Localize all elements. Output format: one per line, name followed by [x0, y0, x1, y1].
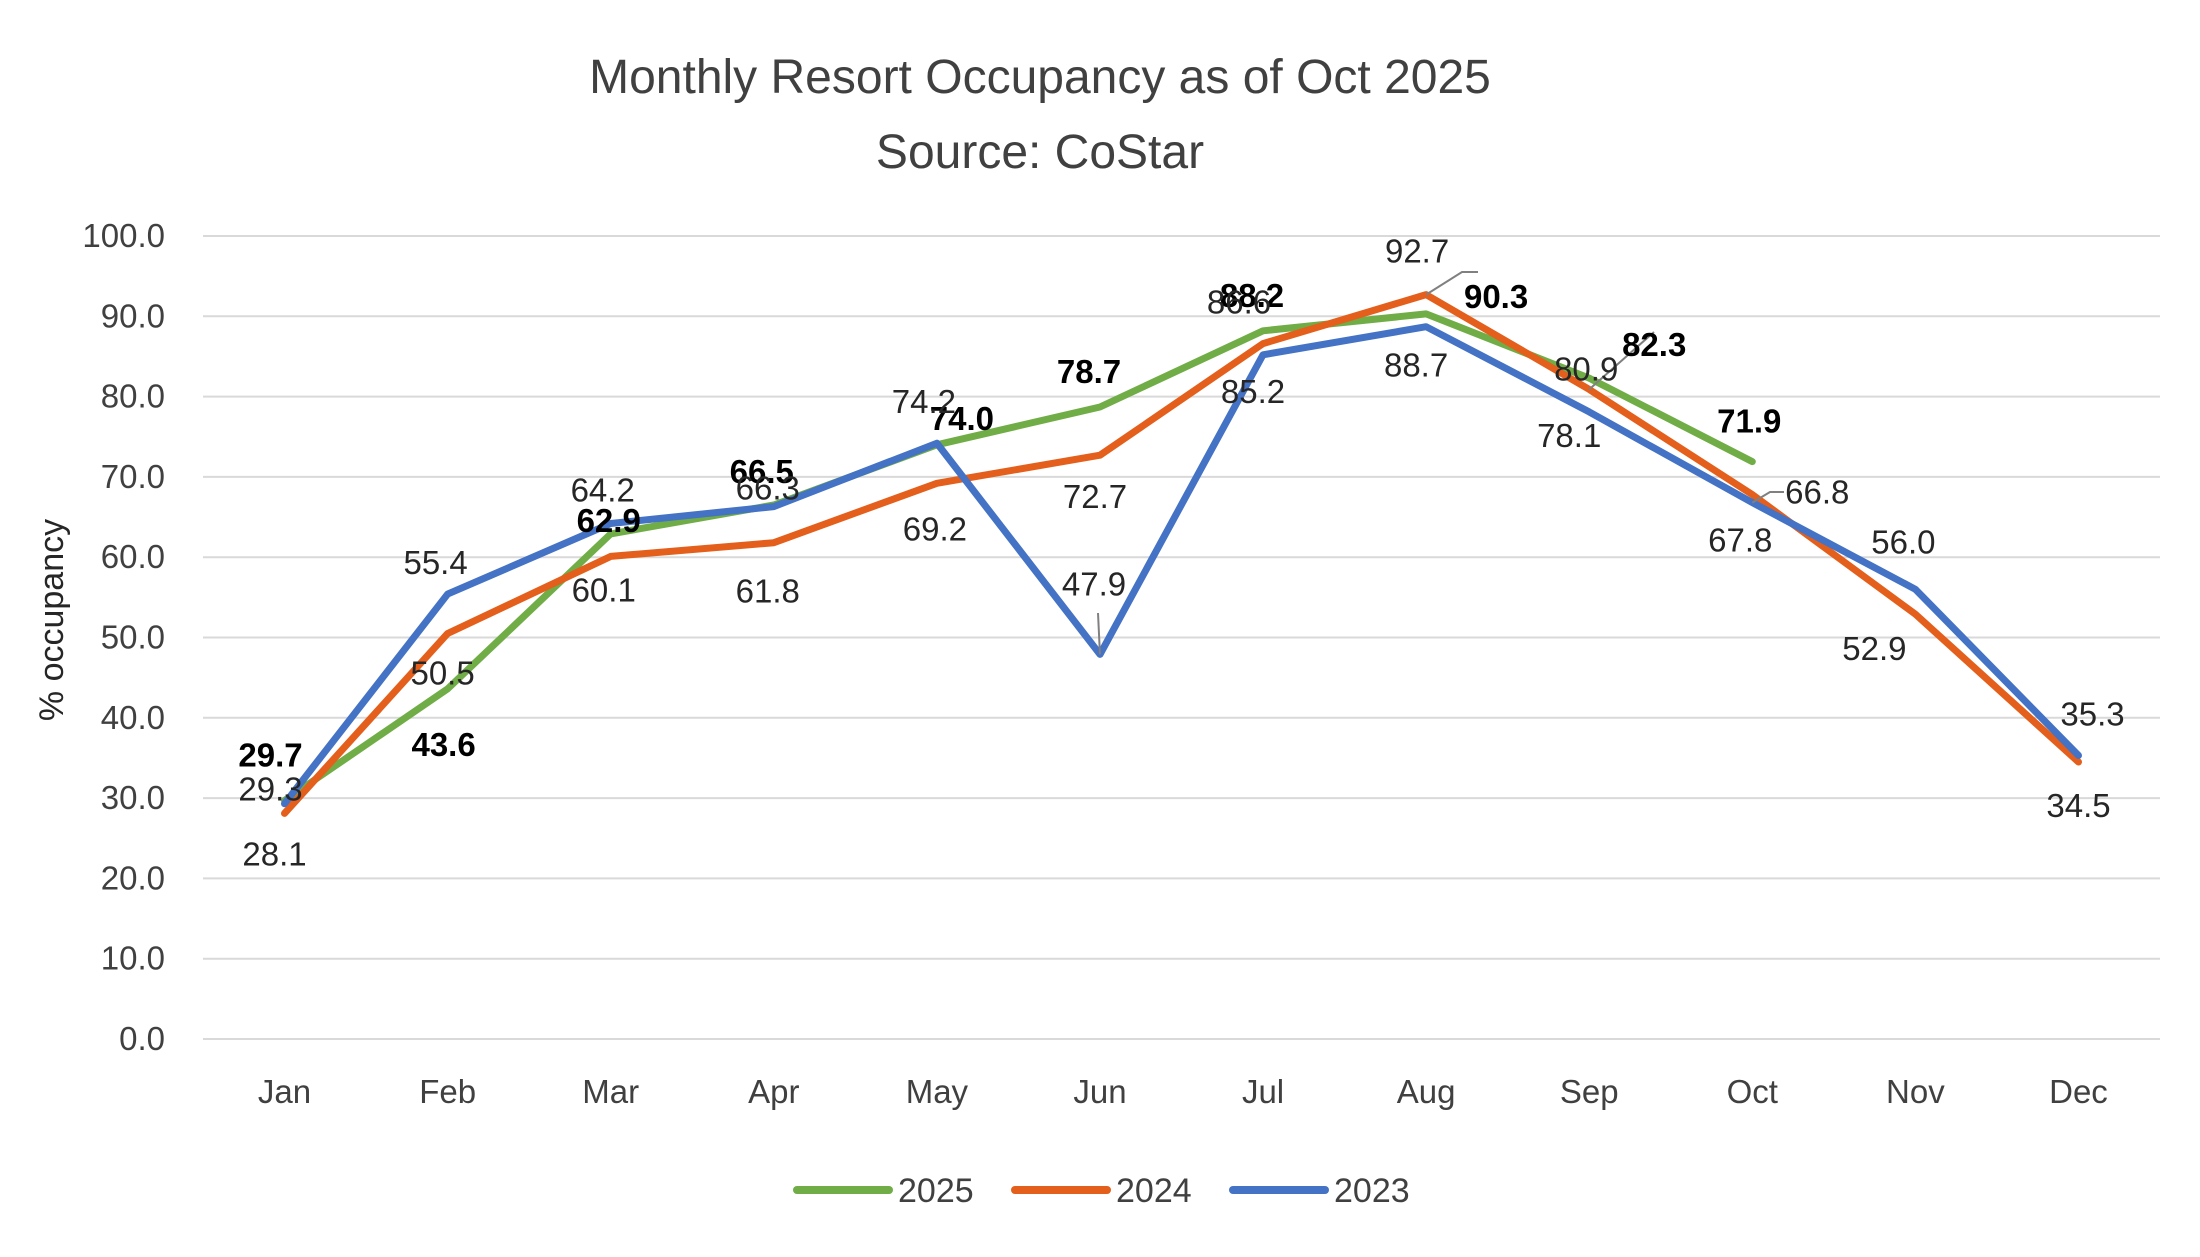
- y-tick-label: 40.0: [101, 699, 165, 736]
- data-label-2023-Oct: 66.8: [1785, 474, 1849, 511]
- data-label-2023-May: 74.2: [892, 383, 956, 420]
- data-label-2025-Oct: 71.9: [1717, 403, 1781, 440]
- series-line-2023: [281, 323, 2082, 808]
- data-label-2024-Mar: 60.1: [572, 571, 636, 608]
- data-label-2025-Aug: 90.3: [1464, 278, 1528, 315]
- data-label-2025-Apr: 66.5: [730, 453, 794, 490]
- data-label-2024-Oct: 67.8: [1708, 522, 1772, 559]
- x-tick-label: Sep: [1560, 1073, 1619, 1110]
- x-tick-label: Oct: [1727, 1073, 1778, 1110]
- data-label-2024-Sep: 80.9: [1554, 350, 1618, 387]
- data-label-2025-Jan: 29.7: [238, 737, 302, 774]
- legend: 2025 2024 2023: [793, 1172, 1410, 1210]
- data-label-2024-Feb: 50.5: [410, 655, 474, 692]
- legend-label-2023: 2023: [1334, 1172, 1410, 1210]
- leader-line-2023-Oct: [1751, 491, 1784, 504]
- data-label-2025-Jul: 88.2: [1220, 277, 1284, 314]
- chart-title-line-1: Monthly Resort Occupancy as of Oct 2025: [589, 51, 1491, 104]
- data-label-2024-May: 69.2: [903, 510, 967, 547]
- x-tick-label: Jan: [258, 1073, 311, 1110]
- data-labels: 29.7 43.6 62.9 66.5 74.0 78.7 88.2 90.3 82.3 71.9…: [238, 233, 2124, 873]
- x-tick-label: Nov: [1886, 1073, 1945, 1110]
- data-label-2024-Nov: 52.9: [1842, 630, 1906, 667]
- data-label-2025-May: 74.0: [930, 400, 994, 437]
- y-axis-label: % occupancy: [33, 519, 71, 721]
- y-tick-label: 0.0: [119, 1020, 165, 1057]
- x-tick-label: Mar: [582, 1073, 639, 1110]
- data-label-2023-Jul: 85.2: [1221, 373, 1285, 410]
- y-tick-label: 60.0: [101, 538, 165, 575]
- y-tick-label: 30.0: [101, 779, 165, 816]
- x-tick-label: Aug: [1397, 1073, 1456, 1110]
- legend-label-2024: 2024: [1116, 1172, 1192, 1210]
- data-label-2024-Apr: 61.8: [736, 573, 800, 610]
- y-tick-label: 20.0: [101, 859, 165, 896]
- data-label-2025-Feb: 43.6: [411, 726, 475, 763]
- data-label-2024-Aug: 92.7: [1385, 233, 1449, 270]
- data-label-2023-Jun: 47.9: [1062, 565, 1126, 602]
- y-tick-label: 80.0: [101, 378, 165, 415]
- x-tick-label: Apr: [748, 1073, 799, 1110]
- y-tick-label: 50.0: [101, 619, 165, 656]
- x-tick-label: Dec: [2049, 1073, 2108, 1110]
- data-label-2025-Jun: 78.7: [1057, 353, 1121, 390]
- y-tick-label: 90.0: [101, 297, 165, 334]
- data-label-2023-Jan: 29.3: [238, 771, 302, 808]
- y-tick-label: 70.0: [101, 458, 165, 495]
- data-label-2023-Dec: 35.3: [2060, 696, 2124, 733]
- data-label-2023-Sep: 78.1: [1537, 417, 1601, 454]
- data-label-2023-Feb: 55.4: [403, 544, 467, 581]
- data-label-2025-Mar: 62.9: [577, 502, 641, 539]
- series-lines: [281, 291, 2082, 817]
- data-label-2025-Sep: 82.3: [1622, 326, 1686, 363]
- x-tick-label: Feb: [419, 1073, 476, 1110]
- x-tick-label: Jul: [1242, 1073, 1284, 1110]
- data-label-2023-Apr: 66.3: [736, 470, 800, 507]
- data-label-2023-Aug: 88.7: [1384, 347, 1448, 384]
- y-tick-label: 100.0: [82, 217, 165, 254]
- y-tick-label: 10.0: [101, 940, 165, 977]
- data-label-2024-Jun: 72.7: [1063, 478, 1127, 515]
- data-label-2023-Mar: 64.2: [571, 472, 635, 509]
- data-label-2024-Jan: 28.1: [242, 835, 306, 872]
- data-label-2024-Jul: 86.6: [1207, 284, 1271, 321]
- data-label-2023-Nov: 56.0: [1871, 523, 1935, 560]
- x-tick-label: May: [906, 1073, 969, 1110]
- label-leader-lines: [1097, 271, 1784, 655]
- chart-title-line-2: Source: CoStar: [876, 126, 1204, 179]
- data-label-2024-Dec: 34.5: [2046, 787, 2110, 824]
- leader-line-2024-Sep: [1588, 331, 1655, 391]
- x-axis-ticks: Jan Feb Mar Apr May Jun Jul Aug Sep Oct Nov Dec: [258, 1073, 2108, 1110]
- leader-line-2023-Jun: [1097, 612, 1101, 655]
- y-axis-ticks: 0.0 10.0 20.0 30.0 40.0 50.0 60.0 70.0 80.0 90.0 1…: [82, 217, 165, 1057]
- x-tick-label: Jun: [1073, 1073, 1126, 1110]
- leader-line-2024-Aug: [1425, 271, 1478, 296]
- legend-label-2025: 2025: [898, 1172, 974, 1210]
